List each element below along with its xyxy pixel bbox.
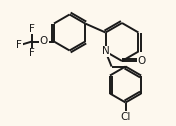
- Text: F: F: [29, 49, 35, 58]
- Text: O: O: [138, 56, 146, 66]
- Text: N: N: [102, 46, 109, 56]
- Text: Cl: Cl: [120, 112, 131, 121]
- Text: O: O: [40, 37, 48, 46]
- Text: F: F: [16, 39, 22, 50]
- Text: F: F: [29, 24, 35, 34]
